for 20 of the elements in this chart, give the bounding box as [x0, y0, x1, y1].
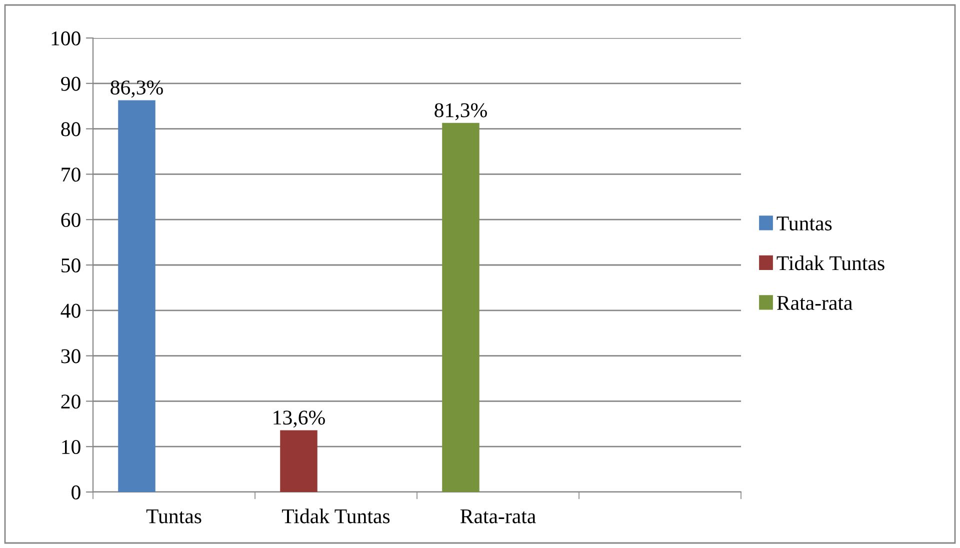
data-label: 81,3% [434, 103, 487, 120]
y-tick-label: 100 [52, 31, 80, 46]
legend-label: Tidak Tuntas [776, 256, 884, 270]
y-tick-label: 20 [61, 394, 80, 409]
legend-label: Tuntas [776, 216, 832, 230]
y-tick-label: 30 [61, 349, 80, 364]
y-tick-label: 0 [72, 485, 80, 500]
legend-label: Rata-rata [777, 296, 852, 310]
y-tick-label: 40 [60, 304, 80, 318]
x-tick-label: Tidak Tuntas [282, 508, 390, 524]
data-label: 13,6% [274, 410, 325, 428]
x-tick-label: Tuntas [146, 509, 202, 524]
y-tick-label: 70 [62, 168, 80, 182]
y-tick-label: 10 [62, 440, 80, 454]
y-tick-label: 50 [62, 258, 80, 272]
y-tick-label: 60 [61, 212, 80, 228]
x-tick-label: Rata-rata [460, 509, 536, 524]
y-tick-label: 90 [61, 76, 80, 91]
data-label: 86,3% [110, 80, 163, 98]
y-tick-label: 80 [61, 122, 80, 136]
